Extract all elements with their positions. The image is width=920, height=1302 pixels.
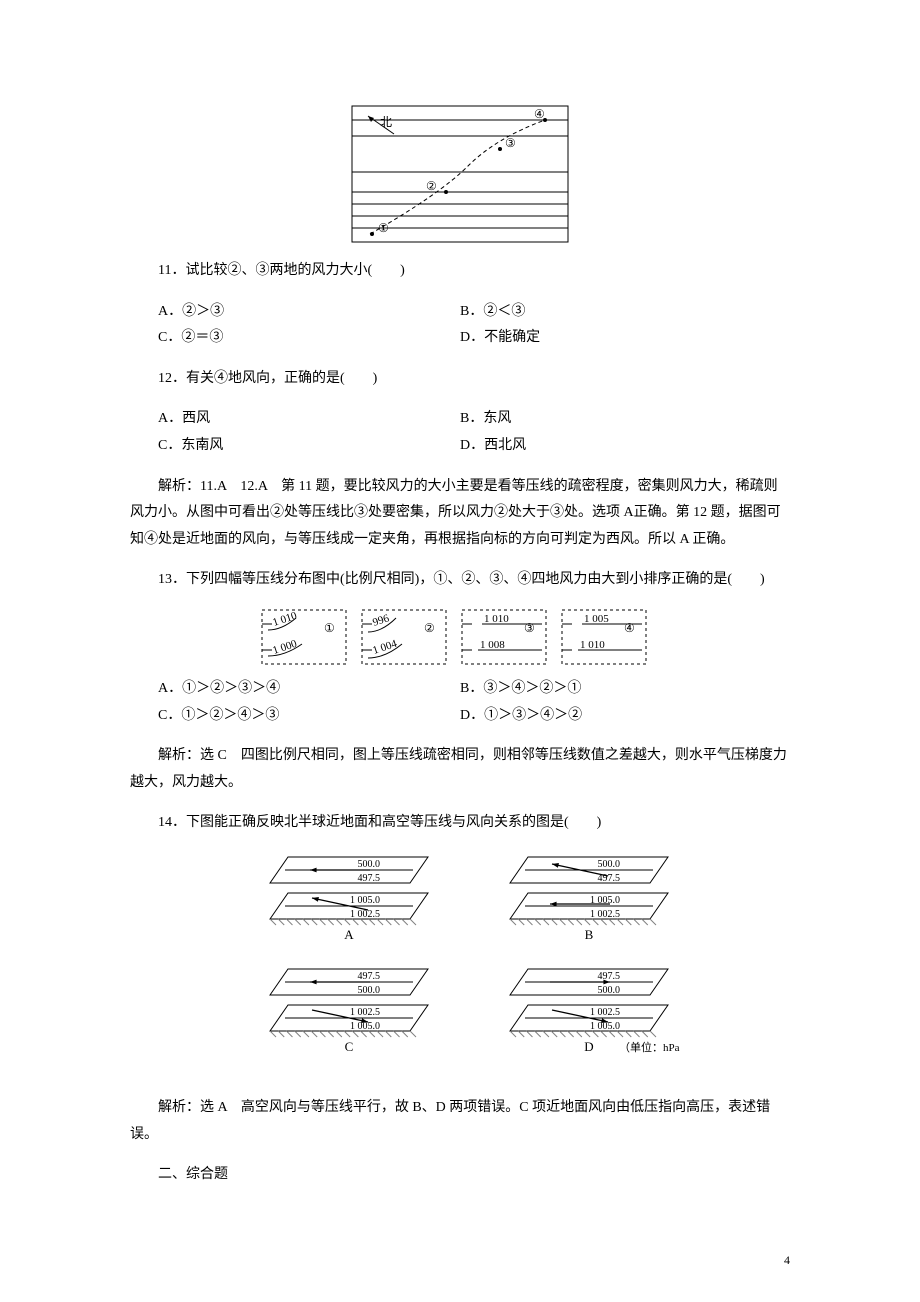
q13-opt-d: D．①＞③＞④＞② [460, 703, 790, 730]
svg-text:④: ④ [624, 621, 635, 635]
q11-stem: 11．试比较②、③两地的风力大小( ) [130, 258, 790, 285]
figure-q11-12: 北 ① ② ③ ④ [130, 104, 790, 244]
q14-stem: 14．下图能正确反映北半球近地面和高空等压线与风向关系的图是( ) [130, 810, 790, 837]
q12-opt-c: C．东南风 [130, 433, 460, 460]
q13-opt-a: A．①＞②＞③＞④ [130, 676, 460, 703]
q13-stem: 13．下列四幅等压线分布图中(比例尺相同)，①、②、③、④四地风力由大到小排序正… [130, 567, 790, 594]
q13-opt-b: B．③＞④＞②＞① [460, 676, 790, 703]
section-2-heading: 二、综合题 [130, 1162, 790, 1189]
page-number: 4 [784, 1249, 790, 1272]
svg-text:②: ② [426, 179, 437, 193]
svg-text:497.5: 497.5 [598, 971, 621, 982]
q12-options-row1: A．西风 B．东风 [130, 406, 790, 433]
svg-text:1 008: 1 008 [480, 639, 505, 651]
svg-text:A: A [344, 927, 354, 942]
q11-opt-d: D．不能确定 [460, 325, 790, 352]
figure-q13: 1 0101 000①9961 004②1 0101 008③1 0051 01… [130, 608, 790, 668]
q12-options-row2: C．东南风 D．西北风 [130, 433, 790, 460]
q13-options-row2: C．①＞②＞④＞③ D．①＞③＞④＞② [130, 703, 790, 730]
svg-text:500.0: 500.0 [598, 985, 621, 996]
svg-text:996: 996 [371, 612, 391, 629]
svg-text:④: ④ [534, 107, 545, 121]
svg-text:北: 北 [380, 115, 392, 129]
isobaric-diagram: 北 ① ② ③ ④ [350, 104, 570, 244]
svg-text:497.5: 497.5 [358, 971, 381, 982]
q13-options-row1: A．①＞②＞③＞④ B．③＞④＞②＞① [130, 676, 790, 703]
svg-text:1 010: 1 010 [484, 613, 509, 625]
q11-options-row1: A．②＞③ B．②＜③ [130, 299, 790, 326]
page: 北 ① ② ③ ④ 11．试比较②、③两地的风力大小( ) A．②＞③ B．②＜③ C．… [0, 0, 920, 1302]
svg-text:500.0: 500.0 [598, 859, 621, 870]
svg-text:1 000: 1 000 [271, 638, 299, 657]
svg-text:1 005: 1 005 [584, 613, 609, 625]
svg-text:D: D [584, 1039, 593, 1054]
svg-text:1 005.0: 1 005.0 [350, 895, 380, 906]
svg-text:1 005.0: 1 005.0 [590, 1021, 620, 1032]
q12-stem: 12．有关④地风向，正确的是( ) [130, 366, 790, 393]
svg-text:1 002.5: 1 002.5 [590, 909, 620, 920]
q11-opt-c: C．②＝③ [130, 325, 460, 352]
figure-q14: 500.0 497.5 1 005.0 1 002.5 A 500.0 497.5 1 005… [130, 851, 790, 1081]
svg-text:1 002.5: 1 002.5 [350, 909, 380, 920]
answer-11-12: 解析：11.A 12.A 第 11 题，要比较风力的大小主要是看等压线的疏密程度… [130, 474, 790, 554]
svg-text:497.5: 497.5 [358, 873, 381, 884]
wind-isobaric-four-panels: 500.0 497.5 1 005.0 1 002.5 A 500.0 497.5 1 005… [240, 851, 680, 1081]
svg-text:①: ① [324, 621, 335, 635]
svg-text:③: ③ [524, 621, 535, 635]
svg-text:（单位：hPa）: （单位：hPa） [619, 1040, 680, 1054]
q13-opt-c: C．①＞②＞④＞③ [130, 703, 460, 730]
svg-text:1 002.5: 1 002.5 [590, 1007, 620, 1018]
svg-text:③: ③ [505, 136, 516, 150]
svg-text:500.0: 500.0 [358, 859, 381, 870]
svg-text:①: ① [378, 221, 389, 235]
q12-opt-d: D．西北风 [460, 433, 790, 460]
svg-text:1 005.0: 1 005.0 [350, 1021, 380, 1032]
four-isobaric-panels: 1 0101 000①9961 004②1 0101 008③1 0051 01… [260, 608, 660, 668]
answer-13: 解析：选 C 四图比例尺相同，图上等压线疏密相同，则相邻等压线数值之差越大，则水… [130, 743, 790, 796]
svg-text:1 002.5: 1 002.5 [350, 1007, 380, 1018]
svg-text:500.0: 500.0 [358, 985, 381, 996]
svg-text:1 010: 1 010 [580, 639, 605, 651]
svg-text:②: ② [424, 621, 435, 635]
svg-text:B: B [585, 927, 594, 942]
q12-opt-a: A．西风 [130, 406, 460, 433]
q11-options-row2: C．②＝③ D．不能确定 [130, 325, 790, 352]
q11-opt-a: A．②＞③ [130, 299, 460, 326]
q12-opt-b: B．东风 [460, 406, 790, 433]
answer-14: 解析：选 A 高空风向与等压线平行，故 B、D 两项错误。C 项近地面风向由低压… [130, 1095, 790, 1148]
q11-opt-b: B．②＜③ [460, 299, 790, 326]
svg-text:C: C [345, 1039, 354, 1054]
